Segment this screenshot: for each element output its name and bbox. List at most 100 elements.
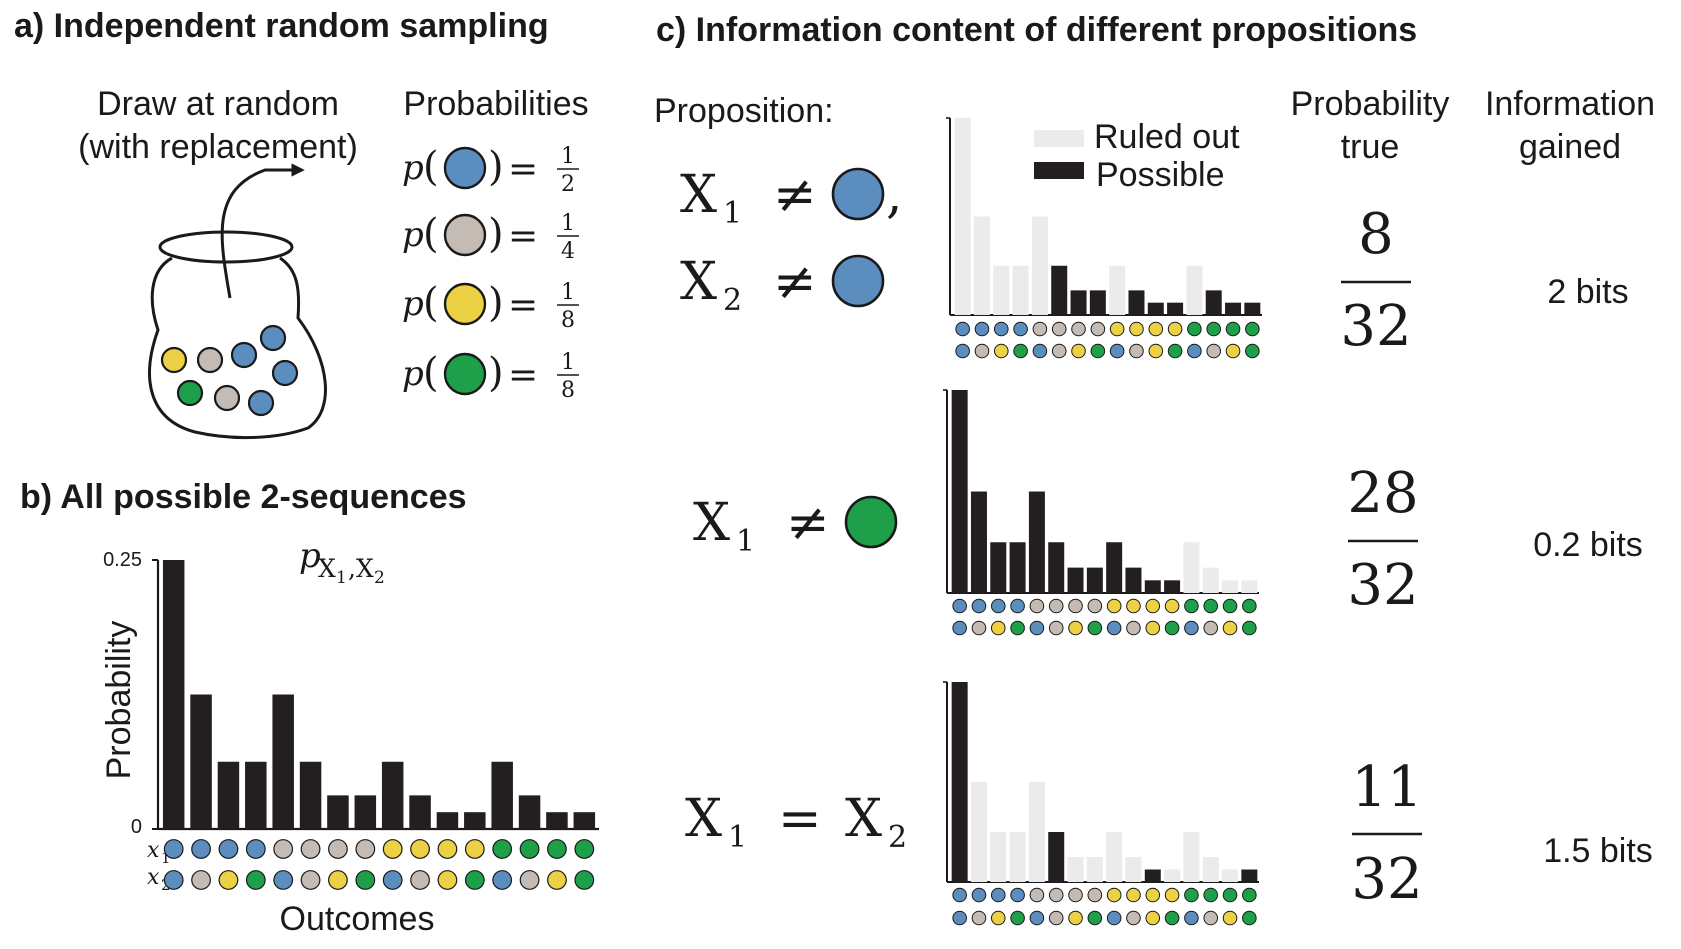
x1-dot-gray xyxy=(328,839,348,859)
x1-dot-yellow xyxy=(1129,321,1144,337)
proposition-variable-index: 1 xyxy=(736,524,755,559)
x2-dot-green xyxy=(574,870,595,890)
x1-dot-blue xyxy=(990,887,1006,903)
bar-blue-green-ruled-out xyxy=(1009,832,1026,882)
x1-dot-green xyxy=(1242,887,1257,903)
probability-true-header-line1: Probability xyxy=(1291,85,1450,123)
x1-dot-blue xyxy=(1010,598,1025,614)
x1-dot-green xyxy=(1222,598,1238,614)
x2-dot-blue xyxy=(952,910,967,926)
draw-arrow xyxy=(220,163,305,299)
x2-dot-green xyxy=(1090,343,1106,359)
x1-dot-green xyxy=(1245,321,1260,337)
prob-ball-yellow xyxy=(443,282,487,326)
x1-dot-gray xyxy=(1071,321,1086,337)
x2-dot-gray xyxy=(1129,343,1144,359)
x2-dot-blue xyxy=(382,870,403,890)
information-gained-value: 2 bits xyxy=(1547,273,1628,311)
bar-green-green xyxy=(573,812,596,829)
bar-green-blue-ruled-out xyxy=(1183,542,1200,593)
x2-dot-green xyxy=(1010,620,1025,636)
x1-dot-yellow xyxy=(1106,598,1122,614)
x1-dot-green xyxy=(1203,887,1219,903)
prob-numerator: 1 xyxy=(561,144,575,169)
x2-dot-blue xyxy=(163,870,184,890)
x2-dot-gray xyxy=(1048,910,1064,926)
x2-dot-blue xyxy=(1106,910,1122,926)
x2-dot-blue xyxy=(273,870,294,890)
x-axis-label: Outcomes xyxy=(280,900,435,938)
bar-green-yellow-possible xyxy=(1225,302,1242,315)
x2-dot-green xyxy=(1013,343,1028,359)
prob-numerator: 1 xyxy=(561,280,575,305)
x2-dot-blue xyxy=(1029,620,1045,636)
x1-dot-gray xyxy=(1068,598,1083,614)
probabilities-header: Probabilities xyxy=(403,85,588,123)
x1-dot-yellow xyxy=(1145,598,1161,614)
x2-dot-yellow xyxy=(547,870,567,890)
proposition-operator: ≠ xyxy=(773,252,817,312)
prob-equals: = xyxy=(508,355,538,396)
x2-dot-green xyxy=(1242,620,1257,636)
pmf-bar-chart xyxy=(152,559,599,890)
x1-dot-yellow xyxy=(1126,598,1141,614)
x1-dot-blue xyxy=(245,839,266,859)
prob-ball-green xyxy=(443,352,487,396)
x2-dot-green xyxy=(1164,910,1180,926)
x1-row-label-index: 1 xyxy=(161,849,171,867)
x1-dot-blue xyxy=(993,321,1009,337)
x2-dot-yellow xyxy=(1068,620,1083,636)
proposition-comma: , xyxy=(886,165,903,225)
x1-dot-yellow xyxy=(1148,321,1164,337)
x1-dot-yellow xyxy=(1145,887,1161,903)
bar-yellow-blue xyxy=(381,761,404,829)
x2-dot-yellow xyxy=(1068,910,1083,926)
bar-gray-gray xyxy=(299,761,322,829)
x1-dot-green xyxy=(1203,598,1219,614)
x1-dot-blue xyxy=(971,598,987,614)
proposition-header: Proposition: xyxy=(654,92,834,130)
information-gained-value: 1.5 bits xyxy=(1543,832,1653,870)
x2-dot-green xyxy=(1010,910,1025,926)
probability-true-header-line2: true xyxy=(1341,128,1400,166)
x1-dot-blue xyxy=(974,321,990,337)
bar-blue-yellow xyxy=(217,761,240,829)
bar-blue-gray xyxy=(190,694,212,829)
prob-p-symbol: p xyxy=(402,148,424,188)
bar-blue-yellow-ruled-out xyxy=(990,832,1007,882)
bar-green-blue-ruled-out xyxy=(1183,832,1200,882)
bar-green-green-ruled-out xyxy=(1241,580,1258,593)
proposition-variable-index: 1 xyxy=(728,820,747,855)
x1-dot-blue xyxy=(952,887,967,903)
bar-green-blue-ruled-out xyxy=(1186,265,1203,315)
legend-possible: Possible xyxy=(1096,156,1225,194)
proposition-variable: X xyxy=(685,789,722,849)
x1-dot-yellow xyxy=(382,839,403,859)
x2-dot-blue xyxy=(952,620,967,636)
fraction-numerator: 8 xyxy=(1358,202,1394,267)
panel-b-title: b) All possible 2-sequences xyxy=(20,478,467,516)
jar-ball-gray xyxy=(196,346,224,374)
bar-green-gray-possible xyxy=(1205,290,1222,315)
bar-yellow-gray xyxy=(409,795,431,829)
proposition-variable: X xyxy=(680,165,717,225)
jar-ball-green xyxy=(176,379,204,407)
prob-p-symbol: p xyxy=(402,354,424,394)
bar-green-yellow-ruled-out xyxy=(1222,869,1239,882)
fraction-denominator: 32 xyxy=(1340,294,1411,359)
x2-dot-yellow xyxy=(1225,343,1241,359)
probability-row-yellow: p() = 1 8 xyxy=(402,280,579,333)
jar-ball-yellow xyxy=(160,346,188,374)
fraction-denominator: 32 xyxy=(1347,553,1418,618)
x2-dot-gray xyxy=(1126,620,1141,636)
bar-green-gray xyxy=(518,795,541,829)
x1-dot-green xyxy=(547,839,567,859)
y-axis-label: Probability xyxy=(100,621,138,780)
x1-dot-gray xyxy=(273,839,294,859)
fraction-numerator: 11 xyxy=(1351,755,1422,820)
x2-dot-blue xyxy=(1029,910,1045,926)
mini-bar-chart xyxy=(946,117,1262,359)
proposition-line: X 2 ≠ xyxy=(680,252,885,318)
jar-balls xyxy=(160,324,299,417)
